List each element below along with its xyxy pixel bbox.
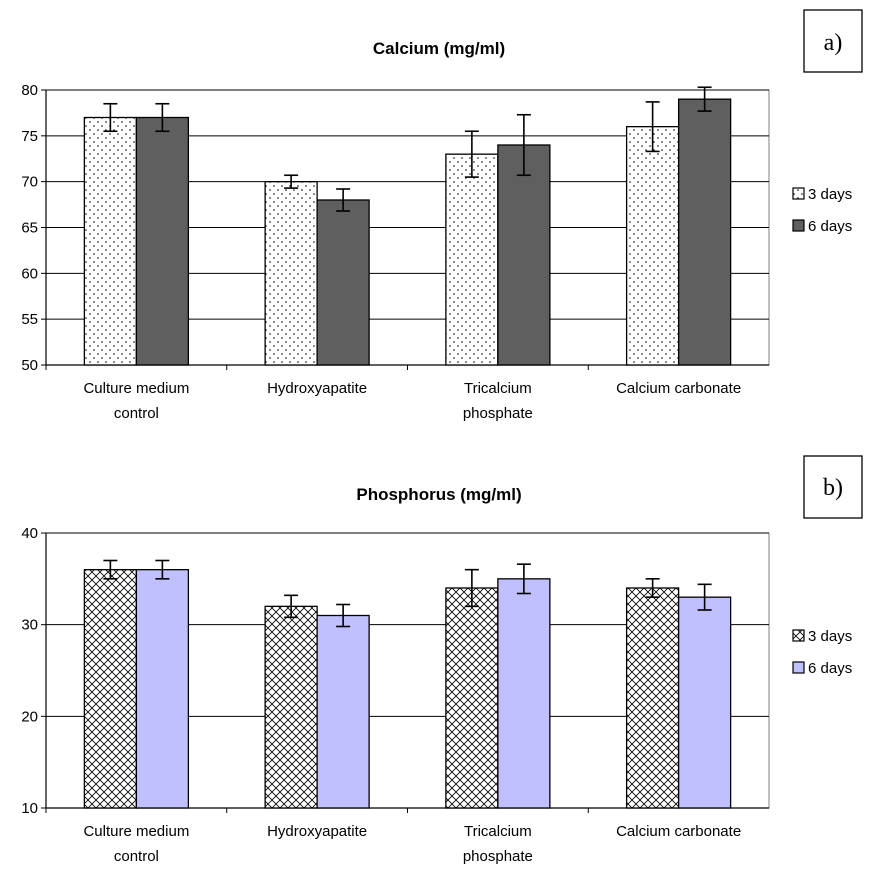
- x-category-label: Hydroxyapatite: [267, 823, 367, 840]
- bar-3-days: [625, 587, 680, 809]
- y-tick-label: 75: [21, 128, 38, 145]
- legend-swatch: [792, 629, 805, 642]
- legend-swatch: [792, 661, 805, 674]
- y-tick-label: 50: [21, 357, 38, 374]
- x-category-label: phosphate: [463, 848, 533, 865]
- x-category-label: control: [114, 848, 159, 865]
- x-category-label: Calcium carbonate: [616, 380, 741, 397]
- y-tick-label: 20: [21, 708, 38, 725]
- legend-swatch: [792, 187, 805, 200]
- legend: 3 days 6 days: [792, 628, 852, 677]
- legend-label: 6 days: [808, 660, 852, 677]
- panel-label: a): [824, 30, 843, 56]
- bar-6-days: [677, 98, 732, 366]
- x-category-label: Tricalcium: [464, 823, 532, 840]
- bar-3-days: [625, 126, 680, 366]
- legend: 3 days 6 days: [792, 186, 852, 235]
- bar-6-days: [497, 144, 551, 366]
- chart-title: Calcium (mg/ml): [373, 39, 505, 58]
- bar-6-days: [316, 614, 370, 809]
- bar-6-days: [135, 116, 190, 366]
- y-tick-label: 10: [21, 800, 38, 817]
- bar-6-days: [677, 596, 732, 809]
- y-tick-label: 70: [21, 174, 38, 191]
- bar-3-days: [445, 587, 499, 809]
- bar-6-days: [497, 578, 551, 809]
- y-tick-label: 40: [21, 525, 38, 542]
- legend-label: 6 days: [808, 218, 852, 235]
- y-tick-label: 55: [21, 311, 38, 328]
- bar-3-days: [83, 116, 138, 366]
- bar-3-days: [83, 569, 138, 809]
- x-category-label: Calcium carbonate: [616, 823, 741, 840]
- x-category-label: control: [114, 405, 159, 422]
- bar-3-days: [445, 153, 499, 366]
- x-category-label: Hydroxyapatite: [267, 380, 367, 397]
- panel-label: b): [823, 475, 843, 501]
- plot-area: 50 55 60 65 70 75 80 Culture medium control Hydro…: [21, 82, 770, 422]
- legend-swatch: [792, 219, 805, 232]
- y-tick-label: 60: [21, 265, 38, 282]
- x-category-label: Culture medium: [83, 823, 189, 840]
- bar-3-days: [264, 605, 318, 809]
- legend-label: 3 days: [808, 186, 852, 203]
- y-tick-label: 80: [21, 82, 38, 99]
- chart-title: Phosphorus (mg/ml): [356, 485, 521, 504]
- chart-calcium: a) Calcium (mg/ml) 50 55 60 65 70 75 80 Culture…: [21, 9, 863, 422]
- x-category-label: Tricalcium: [464, 380, 532, 397]
- x-category-label: phosphate: [463, 405, 533, 422]
- x-category-label: Culture medium: [83, 380, 189, 397]
- y-tick-label: 30: [21, 617, 38, 634]
- bar-3-days: [264, 181, 318, 366]
- bar-6-days: [135, 569, 190, 809]
- y-tick-label: 65: [21, 220, 38, 237]
- legend-label: 3 days: [808, 628, 852, 645]
- panel-label-box: [803, 455, 863, 519]
- panel-label-box: [803, 9, 863, 73]
- bar-6-days: [316, 199, 370, 366]
- plot-area: 10 20 30 40 Culture medium control Hydroxyapat…: [21, 525, 770, 865]
- chart-phosphorus: b) Phosphorus (mg/ml) 10 20 30 40 Culture me…: [21, 455, 863, 865]
